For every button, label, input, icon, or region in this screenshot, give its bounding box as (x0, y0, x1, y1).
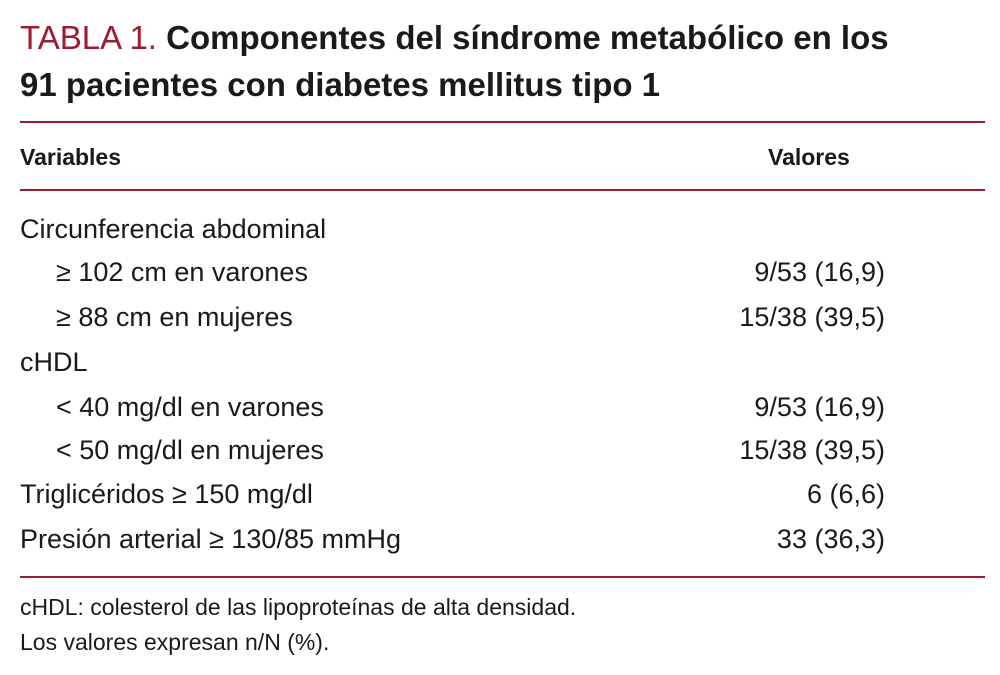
table-row: Circunferencia abdominal (20, 214, 885, 254)
footnote: Los valores expresan n/N (%). (20, 629, 330, 655)
table-row: < 40 mg/dl en varones 9/53 (16,9) (20, 392, 885, 432)
value-cell: 15/38 (39,5) (739, 435, 885, 465)
table-row: < 50 mg/dl en mujeres 15/38 (39,5) (20, 435, 885, 475)
bottom-rule (20, 576, 985, 578)
table-row: ≥ 88 cm en mujeres 15/38 (39,5) (20, 302, 885, 342)
value-cell: 6 (6,6) (806, 479, 885, 509)
footnote: cHDL: colesterol de las lipoproteínas de… (20, 594, 577, 620)
table-row: cHDL (20, 347, 885, 387)
value-cell: 33 (36,3) (776, 524, 885, 554)
variable-cell: Presión arterial ≥ 130/85 mmHg (20, 524, 401, 554)
table-title: TABLA 1. Componentes del síndrome metabó… (20, 14, 920, 108)
header-cell: Valores (768, 144, 850, 170)
value-cell: 15/38 (39,5) (739, 302, 885, 332)
header-rule (20, 189, 985, 191)
top-rule (20, 121, 985, 123)
variable-cell: ≥ 102 cm en varones (56, 257, 308, 287)
variable-cell: < 50 mg/dl en mujeres (56, 435, 324, 465)
title-label: TABLA 1. (20, 19, 157, 56)
header-cell: Variables (20, 144, 122, 170)
table-row: ≥ 102 cm en varones 9/53 (16,9) (20, 257, 885, 297)
variable-cell: Triglicéridos ≥ 150 mg/dl (20, 479, 313, 509)
value-cell: 9/53 (16,9) (754, 392, 885, 422)
title-text: Componentes del síndrome metabólico en l… (20, 19, 889, 103)
table-row: Triglicéridos ≥ 150 mg/dl 6 (6,6) (20, 479, 885, 519)
table-row: Presión arterial ≥ 130/85 mmHg 33 (36,3) (20, 524, 885, 564)
variable-cell: ≥ 88 cm en mujeres (56, 302, 293, 332)
variable-cell: Circunferencia abdominal (20, 214, 327, 244)
variable-cell: < 40 mg/dl en varones (56, 392, 324, 422)
value-cell: 9/53 (16,9) (754, 257, 885, 287)
variable-cell: cHDL (20, 347, 88, 377)
